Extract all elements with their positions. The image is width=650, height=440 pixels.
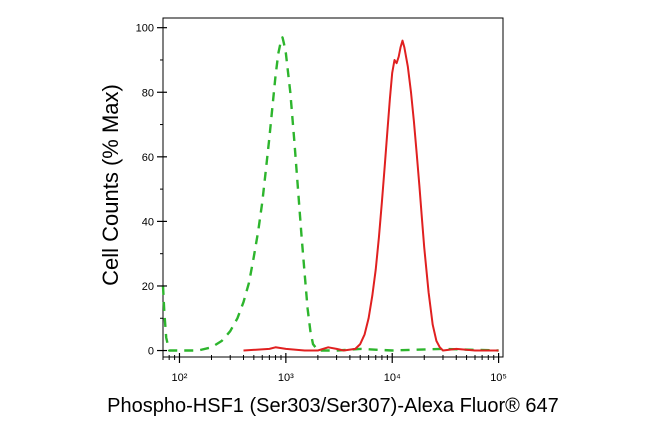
x-tick-label: 10⁵: [490, 372, 507, 384]
y-tick-label: 100: [136, 23, 154, 35]
sample-line: [243, 39, 499, 352]
x-tick-label: 10²: [172, 372, 188, 384]
y-tick-label: 60: [142, 152, 154, 164]
series-layer: [161, 36, 499, 352]
plot-border: [162, 17, 504, 358]
y-tick-label: 80: [142, 87, 154, 99]
y-tick-label: 40: [142, 216, 154, 228]
y-axis: 0 20 40 60 80 100: [136, 23, 167, 358]
x-axis: 10² 10³ 10⁴ 10⁵: [162, 353, 507, 384]
y-tick-label: 0: [148, 346, 154, 358]
y-tick-label: 20: [142, 281, 154, 293]
isotype-control-line: [161, 36, 499, 352]
y-axis-label: Cell Counts (% Max): [98, 84, 123, 286]
x-tick-label: 10³: [278, 372, 294, 384]
x-axis-label: Phospho-HSF1 (Ser303/Ser307)-Alexa Fluor…: [107, 395, 559, 417]
x-tick-label: 10⁴: [384, 372, 401, 384]
plot-frame: [162, 17, 504, 358]
